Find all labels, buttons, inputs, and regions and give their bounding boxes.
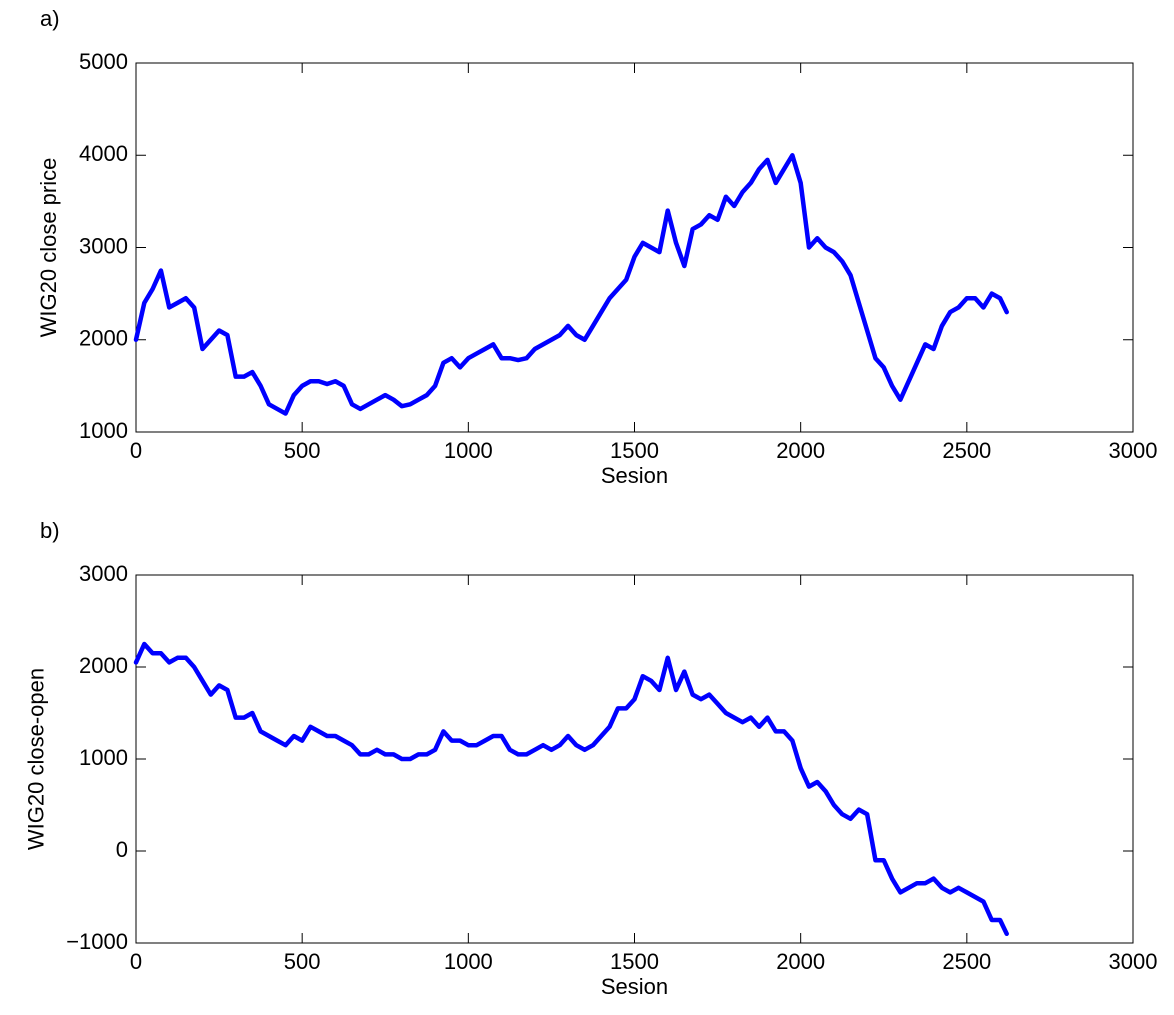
y-tick-label: 4000 bbox=[79, 141, 128, 166]
x-tick-label: 3000 bbox=[1109, 438, 1158, 463]
y-tick-label: −1000 bbox=[66, 929, 128, 954]
y-tick-label: 1000 bbox=[79, 745, 128, 770]
data-line bbox=[133, 153, 1009, 416]
y-tick-label: 3000 bbox=[79, 561, 128, 586]
axes-box bbox=[135, 62, 1134, 433]
x-tick-label: 1500 bbox=[610, 949, 659, 974]
y-tick-label: 0 bbox=[116, 837, 128, 862]
x-tick-label: 3000 bbox=[1109, 949, 1158, 974]
y-axis-label: WIG20 close price bbox=[36, 158, 61, 338]
y-axis-label: WIG20 close-open bbox=[23, 668, 48, 850]
panel-title: b) bbox=[40, 518, 60, 543]
x-tick-label: 2000 bbox=[776, 438, 825, 463]
y-tick-label: 1000 bbox=[79, 418, 128, 443]
panel-title: a) bbox=[40, 6, 60, 31]
data-line bbox=[133, 641, 1009, 937]
x-axis-label: Sesion bbox=[601, 463, 668, 488]
axes-box bbox=[135, 574, 1134, 944]
x-tick-label: 2500 bbox=[942, 438, 991, 463]
x-tick-label: 0 bbox=[130, 438, 142, 463]
x-tick-label: 500 bbox=[284, 949, 321, 974]
y-tick-label: 3000 bbox=[79, 233, 128, 258]
x-tick-label: 1000 bbox=[444, 949, 493, 974]
y-tick-label: 5000 bbox=[79, 49, 128, 74]
y-tick-label: 2000 bbox=[79, 653, 128, 678]
y-tick-label: 2000 bbox=[79, 326, 128, 351]
x-tick-label: 0 bbox=[130, 949, 142, 974]
x-tick-label: 500 bbox=[284, 438, 321, 463]
x-axis-label: Sesion bbox=[601, 974, 668, 999]
x-tick-label: 1000 bbox=[444, 438, 493, 463]
x-tick-label: 2500 bbox=[942, 949, 991, 974]
x-tick-label: 2000 bbox=[776, 949, 825, 974]
x-tick-label: 1500 bbox=[610, 438, 659, 463]
